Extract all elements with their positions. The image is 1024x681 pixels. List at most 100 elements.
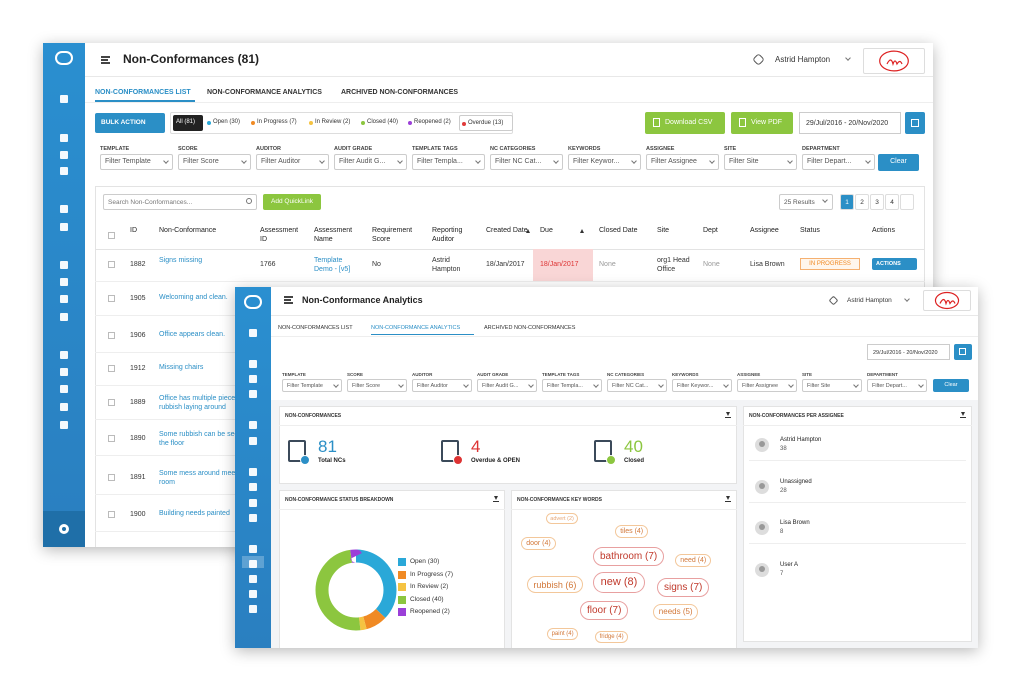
tab[interactable]: NON-CONFORMANCE ANALYTICS (371, 325, 461, 331)
clear-button[interactable]: Clear (933, 379, 969, 392)
add-quicklink-button[interactable]: Add QuickLink (263, 194, 321, 210)
column-header[interactable]: Dept (703, 227, 718, 234)
row-checkbox[interactable] (108, 399, 115, 406)
nav-icon[interactable] (60, 151, 68, 159)
filter-select[interactable]: Filter Template (100, 154, 173, 170)
nav-icon[interactable] (249, 421, 257, 429)
filter-select[interactable]: Filter NC Cat... (490, 154, 563, 170)
filter-select[interactable]: Filter Auditor (412, 379, 472, 392)
user-name[interactable]: Astrid Hampton (775, 55, 831, 64)
filter-select[interactable]: Filter Keywor... (672, 379, 732, 392)
date-range[interactable]: 29/Jul/2016 - 20/Nov/2020 (867, 344, 950, 360)
download-icon[interactable] (725, 412, 731, 418)
table-cell[interactable]: Welcoming and clean. (159, 294, 228, 301)
keyword-pill[interactable]: rubbish (6) (527, 576, 583, 594)
nav-icon[interactable] (249, 560, 257, 568)
column-header[interactable]: Reporting Auditor (432, 227, 463, 243)
page-button[interactable]: 1 (840, 194, 854, 210)
nav-icon[interactable] (60, 368, 68, 376)
tab[interactable]: ARCHIVED NON-CONFORMANCES (341, 89, 459, 96)
keyword-pill[interactable]: door (4) (521, 537, 556, 551)
table-cell[interactable]: Office appears clean. (159, 331, 226, 338)
nav-icon[interactable] (60, 421, 68, 429)
table-cell[interactable]: Signs missing (159, 257, 203, 264)
tab[interactable]: NON-CONFORMANCES LIST (278, 325, 353, 331)
column-header[interactable]: Actions (872, 227, 895, 234)
date-range[interactable]: 29/Jul/2016 - 20/Nov/2020 (799, 112, 901, 134)
row-checkbox[interactable] (108, 474, 115, 481)
keyword-pill[interactable]: signs (7) (657, 578, 710, 597)
column-header[interactable]: Assessment Name (314, 227, 353, 243)
tab[interactable]: NON-CONFORMANCE ANALYTICS (207, 89, 322, 96)
column-header[interactable]: Status (800, 227, 820, 234)
filter-select[interactable]: Filter Assignee (646, 154, 719, 170)
download-icon[interactable] (725, 496, 731, 502)
table-cell[interactable]: Some mess around meeting room (159, 470, 247, 486)
bulk-action-button[interactable]: BULK ACTION (95, 113, 165, 133)
settings-icon[interactable] (59, 524, 69, 534)
nav-icon[interactable] (60, 223, 68, 231)
view-pdf-button[interactable]: View PDF (731, 112, 793, 134)
keyword-pill[interactable]: fridge (4) (595, 631, 629, 643)
filter-select[interactable]: Filter Templa... (542, 379, 602, 392)
row-checkbox[interactable] (108, 365, 115, 372)
filter-select[interactable]: Filter Depart... (802, 154, 875, 170)
filter-select[interactable]: Filter NC Cat... (607, 379, 667, 392)
nav-icon[interactable] (249, 575, 257, 583)
column-header[interactable]: Closed Date (599, 227, 638, 234)
status-chip[interactable]: Closed (40) (359, 115, 404, 131)
nav-icon[interactable] (249, 437, 257, 445)
user-name[interactable]: Astrid Hampton (847, 297, 892, 304)
page-button[interactable]: 4 (885, 194, 899, 210)
column-header[interactable]: Due (540, 227, 553, 234)
column-header[interactable]: Site (657, 227, 670, 234)
filter-select[interactable]: Filter Site (802, 379, 862, 392)
filter-select[interactable]: Filter Keywor... (568, 154, 641, 170)
clear-button[interactable]: Clear (878, 154, 919, 171)
nav-icon[interactable] (60, 95, 68, 103)
row-checkbox[interactable] (108, 511, 115, 518)
calendar-button[interactable] (905, 112, 925, 134)
download-csv-button[interactable]: Download CSV (645, 112, 725, 134)
tab[interactable]: NON-CONFORMANCES LIST (95, 89, 191, 96)
table-cell[interactable]: Some rubbish can be seen in the floor (159, 431, 250, 447)
filter-select[interactable]: Filter Auditor (256, 154, 329, 170)
column-header[interactable]: Non-Conformance (159, 227, 217, 234)
filter-select[interactable]: Filter Audit G... (477, 379, 537, 392)
download-icon[interactable] (493, 496, 499, 502)
table-cell[interactable]: Template Demo - [v5] (314, 257, 351, 273)
download-icon[interactable] (960, 412, 966, 418)
nav-icon[interactable] (249, 360, 257, 368)
keyword-pill[interactable]: floor (7) (580, 601, 629, 620)
nav-icon[interactable] (249, 468, 257, 476)
status-chip[interactable]: In Review (2) (307, 115, 357, 131)
status-chip[interactable]: Open (30) (205, 115, 247, 131)
keyword-pill[interactable]: advert (2) (546, 513, 579, 525)
nav-icon[interactable] (60, 261, 68, 269)
status-chip[interactable]: In Progress (7) (249, 115, 305, 131)
keyword-pill[interactable]: need (4) (675, 554, 712, 568)
results-select[interactable]: 25 Results (779, 194, 833, 210)
keyword-pill[interactable]: needs (5) (653, 604, 699, 620)
nav-icon[interactable] (249, 545, 257, 553)
nav-icon[interactable] (60, 205, 68, 213)
filter-select[interactable]: Filter Audit G... (334, 154, 407, 170)
page-button[interactable]: 3 (870, 194, 884, 210)
filter-select[interactable]: Filter Score (178, 154, 251, 170)
status-chip[interactable]: All (81) (173, 115, 203, 131)
nav-icon[interactable] (249, 499, 257, 507)
column-header[interactable]: Requirement Score (372, 227, 413, 243)
row-checkbox[interactable] (108, 332, 115, 339)
nav-icon[interactable] (60, 167, 68, 175)
nav-icon[interactable] (60, 295, 68, 303)
nav-icon[interactable] (249, 329, 257, 337)
nav-icon[interactable] (249, 483, 257, 491)
nav-icon[interactable] (249, 514, 257, 522)
nav-icon[interactable] (60, 351, 68, 359)
row-checkbox[interactable] (108, 295, 115, 302)
nav-icon[interactable] (60, 278, 68, 286)
filter-select[interactable]: Filter Template (282, 379, 342, 392)
keyword-pill[interactable]: new (8) (593, 572, 645, 593)
header-checkbox[interactable] (108, 232, 115, 239)
status-chip[interactable]: Reopened (2) (406, 115, 457, 131)
